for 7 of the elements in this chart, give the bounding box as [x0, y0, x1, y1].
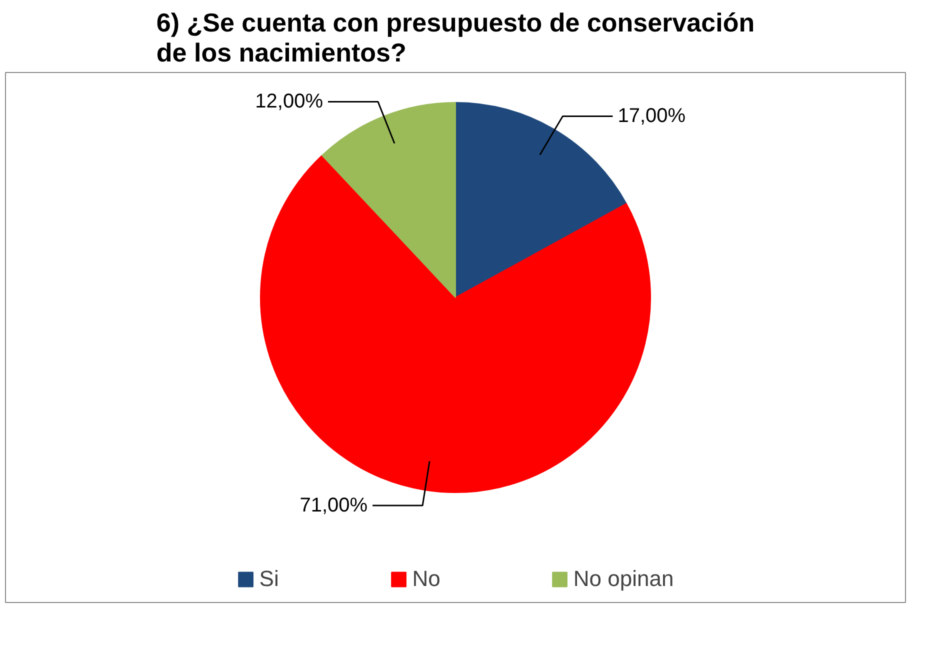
- data-label: 17,00%: [618, 105, 686, 128]
- legend-label: Si: [259, 566, 280, 592]
- legend-label: No opinan: [573, 566, 674, 592]
- data-label: 71,00%: [300, 494, 368, 517]
- chart-title: 6) ¿Se cuenta con presupuesto de conservación de los nacimientos?: [156, 8, 755, 68]
- data-label: 12,00%: [255, 90, 324, 113]
- legend-label: No: [412, 566, 440, 592]
